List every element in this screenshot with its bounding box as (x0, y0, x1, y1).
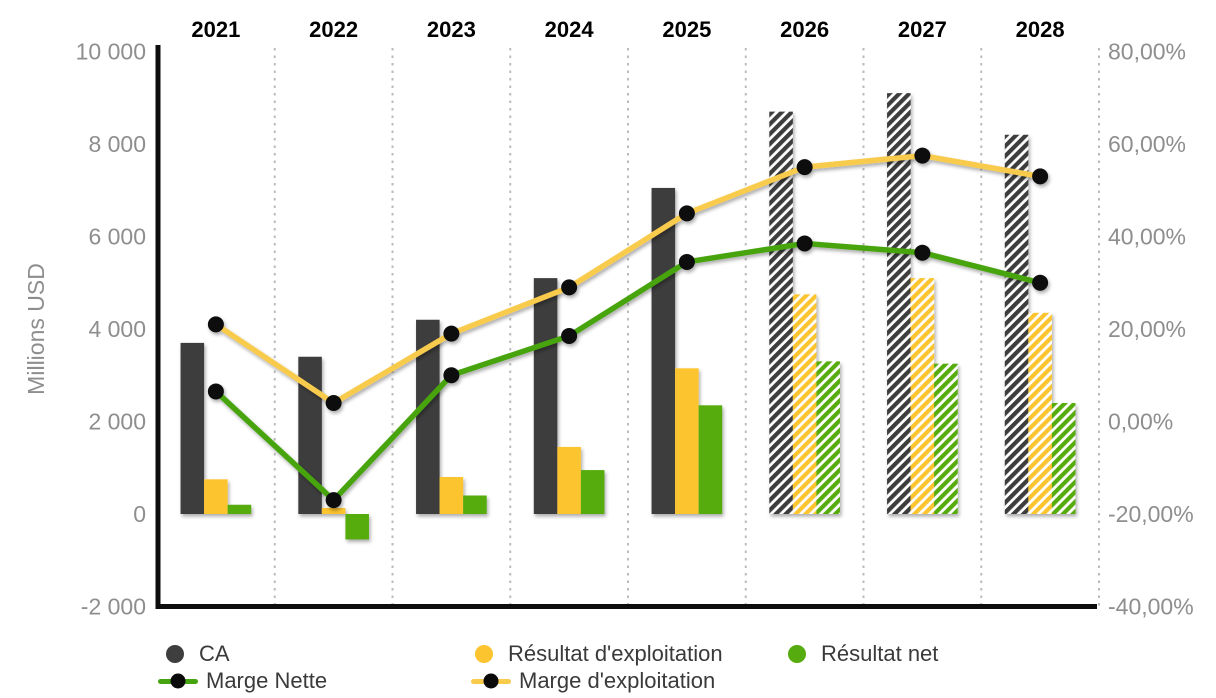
bar-resultat-exploitation-2023 (439, 477, 464, 514)
legend-item-marge-exploitation: Marge d'exploitation (471, 668, 715, 694)
left-tick-label: -2 000 (81, 594, 146, 620)
legend-item-marge-nette: Marge Nette (158, 668, 327, 694)
legend-label-marge-nette: Marge Nette (206, 668, 328, 693)
legend-label-ca: CA (199, 641, 230, 666)
left-tick-label: 4 000 (88, 316, 146, 342)
left-tick-label: 0 (133, 501, 146, 527)
legend-marker-marge-exploitation-icon (471, 673, 511, 689)
right-tick-label: 20,00% (1108, 316, 1186, 342)
bar-resultat-net-2028 (1051, 403, 1076, 514)
bar-ca-2023 (416, 319, 440, 514)
point-marge-exploitation-2022 (325, 395, 342, 411)
bar-resultat-net-2023 (463, 495, 487, 514)
bar-resultat-exploitation-2021 (204, 479, 228, 514)
bar-ca-2021 (180, 342, 205, 514)
bar-resultat-exploitation-2025 (675, 368, 699, 514)
year-label-2025: 2025 (662, 17, 711, 42)
point-marge-nette-2028 (1032, 274, 1049, 291)
bar-ca-2026 (769, 111, 793, 514)
bar-ca-2028 (1004, 134, 1029, 514)
bar-ca-2024 (533, 278, 558, 514)
combo-chart: Millions USD 2021 2022 2023 2024 2025 2026 202… (23, 17, 1194, 620)
point-marge-exploitation-2025 (678, 205, 695, 222)
point-marge-nette-2025 (678, 253, 695, 270)
left-tick-label: 6 000 (88, 224, 146, 250)
point-marge-nette-2024 (561, 327, 578, 344)
bar-resultat-net-2026 (816, 361, 840, 514)
right-tick-label: 80,00% (1108, 39, 1186, 65)
legend-item-resultat-exploitation: Résultat d'exploitation (475, 641, 723, 667)
bar-resultat-exploitation-2024 (557, 446, 581, 514)
bar-ca-2025 (651, 187, 676, 514)
legend-label-resultat-net: Résultat net (821, 641, 939, 666)
legend-marker-resultat-net-icon (788, 645, 806, 663)
right-tick-label: 40,00% (1108, 224, 1186, 250)
legend-marker-ca-icon (166, 645, 184, 663)
bar-resultat-net-2027 (934, 363, 958, 514)
year-label-2024: 2024 (545, 17, 595, 42)
right-tick-label: 60,00% (1108, 131, 1186, 157)
bar-resultat-net-2022 (345, 514, 369, 540)
year-label-2026: 2026 (780, 17, 829, 42)
y-axis-title: Millions USD (23, 263, 49, 395)
left-tick-label: 2 000 (88, 409, 146, 435)
year-label-2027: 2027 (898, 17, 947, 42)
point-marge-nette-2022 (325, 492, 342, 509)
year-label-2021: 2021 (191, 17, 240, 42)
bar-resultat-exploitation-2022 (321, 507, 346, 514)
left-tick-label: 10 000 (76, 39, 146, 65)
bar-resultat-exploitation-2026 (792, 294, 817, 514)
right-tick-label: 0,00% (1108, 409, 1173, 435)
legend-item-resultat-net: Résultat net (788, 641, 938, 667)
bar-resultat-net-2025 (698, 405, 723, 514)
year-label-2028: 2028 (1016, 17, 1065, 42)
line-marge-nette (213, 240, 1043, 503)
point-marge-exploitation-2027 (914, 147, 931, 164)
point-marge-nette-2026 (796, 235, 813, 252)
legend-marker-resultat-exploitation-icon (475, 645, 493, 663)
year-label-2023: 2023 (427, 17, 476, 42)
point-marge-exploitation-2028 (1032, 168, 1049, 185)
legend-label-marge-exploitation: Marge d'exploitation (519, 668, 716, 693)
line-marge-exploitation (213, 152, 1043, 406)
left-tick-label: 8 000 (88, 131, 146, 157)
legend-item-ca: CA (166, 641, 230, 667)
bar-resultat-net-2024 (580, 470, 605, 514)
legend-marker-marge-nette-icon (158, 673, 198, 689)
point-marge-exploitation-2023 (443, 325, 460, 342)
point-marge-nette-2027 (914, 244, 931, 261)
point-marge-nette-2021 (207, 383, 224, 400)
lines-layer (207, 147, 1049, 509)
right-tick-label: -20,00% (1108, 501, 1194, 527)
point-marge-exploitation-2026 (796, 159, 813, 176)
bars-layer (180, 93, 1076, 540)
year-label-2022: 2022 (309, 17, 358, 42)
point-marge-exploitation-2024 (561, 279, 578, 296)
bar-resultat-net-2021 (227, 504, 252, 514)
point-marge-nette-2023 (443, 367, 460, 384)
point-marge-exploitation-2021 (207, 316, 224, 333)
bar-resultat-exploitation-2027 (910, 278, 935, 514)
right-tick-label: -40,00% (1108, 594, 1194, 620)
bar-resultat-exploitation-2028 (1028, 312, 1052, 514)
legend-label-resultat-exploitation: Résultat d'exploitation (508, 641, 723, 666)
bar-ca-2027 (887, 93, 911, 514)
